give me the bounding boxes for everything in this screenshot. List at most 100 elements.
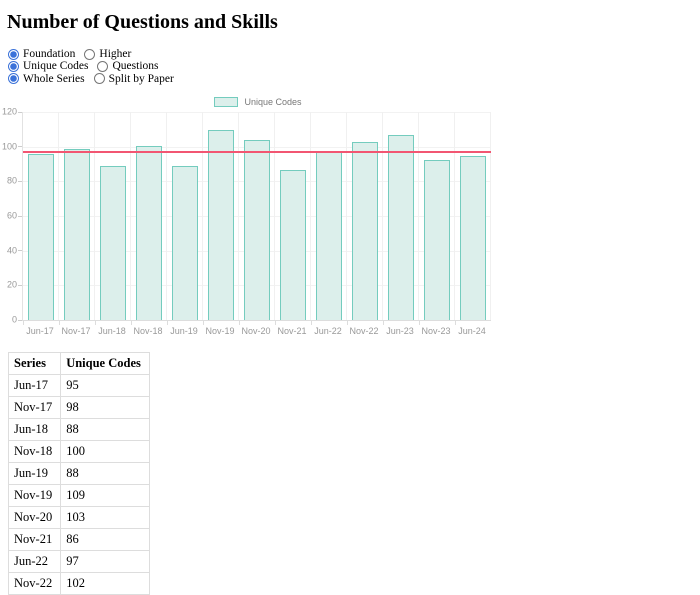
table-row: Nov-20 103 [7, 506, 150, 529]
vertical-gridline [346, 112, 347, 320]
bar-Nov-18 [136, 146, 162, 320]
bar-Nov-19 [208, 130, 234, 320]
series-table: Series Unique Codes Jun-17 95 Nov-17 98 Jun-1… [7, 352, 150, 595]
radio-groups: Foundation Higher Unique Codes Questions Who… [8, 48, 183, 85]
x-label-Nov-17: Nov-17 [61, 326, 91, 336]
x-tick-mark [203, 321, 204, 325]
table-cell: Nov-17 [7, 396, 62, 419]
y-tick-mark [18, 215, 22, 217]
table-row: Nov-21 86 [7, 528, 150, 551]
vertical-gridline [274, 112, 275, 320]
vertical-gridline [238, 112, 239, 320]
table-cell: 98 [60, 396, 150, 419]
radio-metric-1[interactable] [97, 60, 109, 72]
x-tick-mark [347, 321, 348, 325]
x-tick-mark [455, 321, 456, 325]
y-tick-mark [18, 146, 22, 148]
y-tick-mark [18, 180, 22, 182]
legend-swatch-icon [214, 97, 239, 107]
bar-Jun-18 [100, 166, 126, 320]
radio-tier-1[interactable] [84, 48, 96, 60]
x-label-Nov-18: Nov-18 [133, 326, 163, 336]
table-cell: 97 [60, 550, 150, 573]
y-tick-label: 0 [11, 314, 17, 325]
radio-option-metric-0[interactable]: Unique Codes [8, 60, 88, 72]
x-label-Nov-19: Nov-19 [205, 326, 235, 336]
series-table-head: Series Unique Codes [7, 352, 150, 375]
bar-Nov-22 [352, 142, 378, 320]
table-cell: 88 [60, 462, 150, 485]
table-row: Jun-19 88 [7, 462, 150, 485]
table-row: Nov-18 100 [7, 440, 150, 463]
x-label-Jun-18: Jun-18 [98, 326, 126, 336]
radio-option-tier-0[interactable]: Foundation [8, 48, 75, 60]
table-cell: Nov-21 [7, 528, 62, 551]
table-header-cell: Series [7, 352, 62, 375]
vertical-gridline [454, 112, 455, 320]
radio-metric-0[interactable] [8, 60, 19, 72]
y-tick-mark [18, 284, 22, 286]
vertical-gridline [58, 112, 59, 320]
table-cell: Nov-18 [7, 440, 62, 463]
vertical-gridline [418, 112, 419, 320]
y-tick-mark [18, 319, 22, 321]
radio-label: Whole Series [23, 72, 85, 85]
x-tick-mark [59, 321, 60, 325]
bar-Jun-23 [388, 135, 414, 320]
table-cell: Nov-19 [7, 484, 62, 507]
radio-label: Unique Codes [23, 60, 89, 73]
radio-mode-1[interactable] [93, 73, 105, 85]
y-tick-label: 120 [1, 106, 17, 117]
x-label-Jun-19: Jun-19 [170, 326, 198, 336]
x-tick-mark [131, 321, 132, 325]
radio-label: Questions [112, 60, 159, 73]
bar-Nov-17 [64, 149, 90, 320]
average-line [23, 150, 491, 153]
vertical-gridline [130, 112, 131, 320]
bar-Nov-21 [280, 170, 306, 320]
radio-option-mode-0[interactable]: Whole Series [8, 73, 85, 85]
radio-mode-0[interactable] [8, 73, 19, 85]
y-tick-label: 20 [6, 279, 17, 290]
x-axis-labels: Jun-17 Nov-17 Jun-18 Nov-18 Jun-19 Nov-19 Nov-… [22, 321, 494, 336]
plot-area [22, 112, 491, 325]
vertical-gridline [94, 112, 95, 320]
x-label-Jun-23: Jun-23 [386, 326, 414, 336]
vertical-gridline [310, 112, 311, 320]
table-row: Nov-17 98 [7, 396, 150, 419]
table-cell: 103 [60, 506, 150, 529]
x-label-Nov-20: Nov-20 [241, 326, 271, 336]
table-cell: Jun-22 [7, 550, 62, 573]
x-tick-mark [311, 321, 312, 325]
table-header-row: Series Unique Codes [7, 352, 150, 375]
x-label-Nov-23: Nov-23 [421, 326, 451, 336]
table-cell: 95 [60, 374, 150, 397]
radio-tier-0[interactable] [8, 48, 19, 60]
x-tick-mark [383, 321, 384, 325]
radio-option-mode-1[interactable]: Split by Paper [93, 72, 174, 85]
horizontal-gridline [23, 112, 491, 113]
x-tick-mark [23, 321, 24, 325]
x-tick-mark [95, 321, 96, 325]
y-tick-label: 100 [1, 141, 17, 152]
vertical-gridline [490, 112, 491, 320]
table-cell: 109 [60, 484, 150, 507]
x-label-Nov-22: Nov-22 [349, 326, 379, 336]
x-tick-mark [167, 321, 168, 325]
y-tick-label: 40 [6, 245, 17, 256]
table-cell: Jun-18 [7, 418, 62, 441]
y-tick-label: 80 [6, 175, 17, 186]
series-table-body: Jun-17 95 Nov-17 98 Jun-18 88 Nov-18 100 Jun-19 8… [7, 374, 150, 595]
table-row: Nov-19 109 [7, 484, 150, 507]
radio-label: Split by Paper [108, 72, 174, 85]
y-axis: 0 20 40 60 80 100 120 [1, 107, 22, 324]
radio-option-metric-1[interactable]: Questions [97, 60, 158, 72]
table-header-cell: Unique Codes [60, 352, 150, 375]
table-row: Jun-17 95 [7, 374, 150, 397]
radio-row-mode: Whole Series Split by Paper [8, 73, 183, 85]
radio-option-tier-1[interactable]: Higher [84, 48, 131, 60]
radio-label: Higher [99, 48, 132, 61]
y-tick-label: 60 [6, 210, 17, 221]
table-cell: Jun-19 [7, 462, 62, 485]
x-label-Jun-17: Jun-17 [26, 326, 54, 336]
